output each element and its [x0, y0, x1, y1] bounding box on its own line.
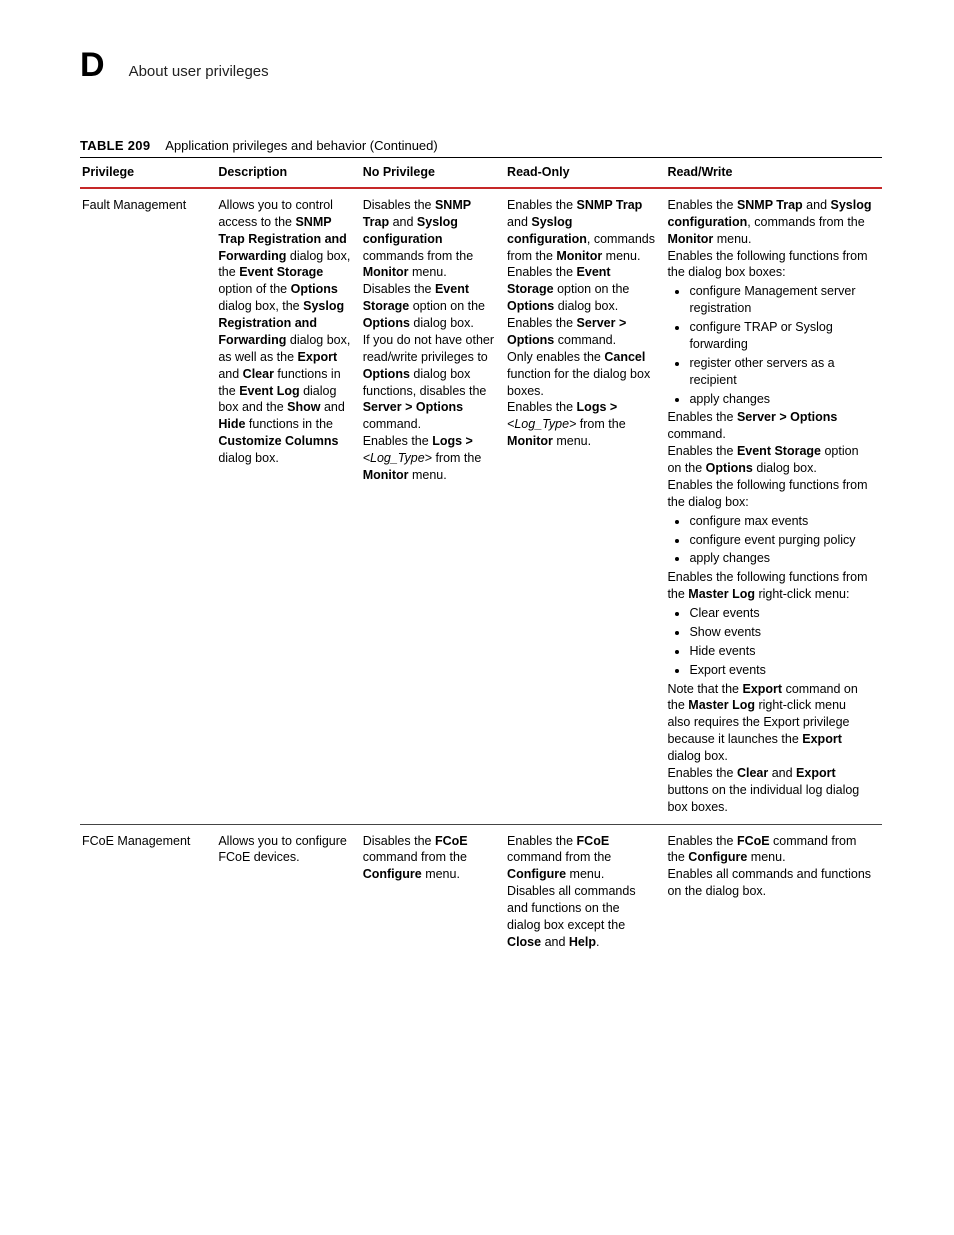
col-header-description: Description — [216, 158, 360, 188]
cell-no-privilege: Disables the SNMP Trap and Syslog config… — [361, 188, 505, 824]
document-page: D About user privileges TABLE 209 Applic… — [0, 0, 954, 1235]
cell-read-only: Enables the SNMP Trap and Syslog configu… — [505, 188, 665, 824]
cell-read-write: Enables the SNMP Trap and Syslog configu… — [665, 188, 882, 824]
col-header-read-write: Read/Write — [665, 158, 882, 188]
cell-privilege: FCoE Management — [80, 824, 216, 959]
table-caption: TABLE 209 Application privileges and beh… — [80, 138, 882, 153]
table-header-row: Privilege Description No Privilege Read-… — [80, 158, 882, 188]
cell-description: Allows you to control access to the SNMP… — [216, 188, 360, 824]
appendix-letter: D — [80, 48, 105, 82]
cell-no-privilege: Disables the FCoE command from the Confi… — [361, 824, 505, 959]
table-row: Fault ManagementAllows you to control ac… — [80, 188, 882, 824]
col-header-read-only: Read-Only — [505, 158, 665, 188]
table-body: Fault ManagementAllows you to control ac… — [80, 188, 882, 959]
page-title: About user privileges — [129, 63, 269, 80]
table-row: FCoE ManagementAllows you to configure F… — [80, 824, 882, 959]
page-header: D About user privileges — [80, 48, 882, 82]
cell-read-only: Enables the FCoE command from the Config… — [505, 824, 665, 959]
col-header-no-privilege: No Privilege — [361, 158, 505, 188]
cell-description: Allows you to configure FCoE devices. — [216, 824, 360, 959]
table-label: TABLE 209 — [80, 138, 150, 153]
cell-read-write: Enables the FCoE command from the Config… — [665, 824, 882, 959]
cell-privilege: Fault Management — [80, 188, 216, 824]
table-title: Application privileges and behavior (Con… — [165, 138, 437, 153]
col-header-privilege: Privilege — [80, 158, 216, 188]
privileges-table: Privilege Description No Privilege Read-… — [80, 157, 882, 959]
